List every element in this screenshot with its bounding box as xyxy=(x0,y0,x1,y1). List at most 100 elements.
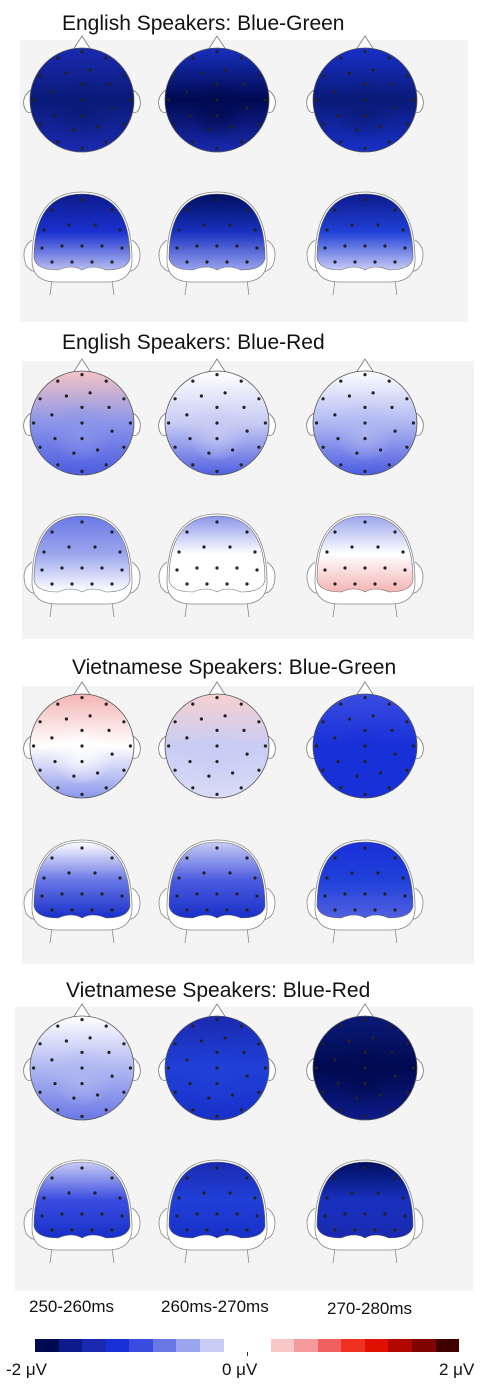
electrode-dot xyxy=(184,413,188,417)
electrode-dot xyxy=(39,1214,44,1218)
electrode-dot xyxy=(256,720,260,724)
electrode-dot xyxy=(230,125,234,129)
electrode-dot xyxy=(383,566,387,570)
electrode-dot xyxy=(117,876,122,880)
electrode-dot xyxy=(199,717,203,721)
electrode-dot xyxy=(92,1191,97,1195)
electrode-dot xyxy=(315,1066,319,1070)
electrode-dot xyxy=(223,68,227,72)
electrode-dot xyxy=(214,846,219,850)
electrode-dot xyxy=(31,421,35,425)
electrode-dot xyxy=(343,566,347,570)
topomap-back-view-s4-t2 xyxy=(158,1159,275,1263)
electrode-dot xyxy=(244,582,249,586)
electrode-dot xyxy=(393,260,397,264)
electrode-dot xyxy=(190,140,194,144)
colorbar-swatch xyxy=(435,1339,460,1352)
electrode-dot xyxy=(109,530,114,534)
electrode-dot xyxy=(393,106,397,110)
electrode-dot xyxy=(339,463,343,467)
electrode-dot xyxy=(49,260,54,264)
electrode-dot xyxy=(214,1114,219,1118)
electrode-dot xyxy=(363,696,367,700)
electrode-dot xyxy=(92,223,97,227)
electrode-dot xyxy=(41,1196,46,1200)
electrode-dot xyxy=(187,1082,192,1086)
electrode-dot xyxy=(393,1176,397,1180)
electrode-dot xyxy=(363,792,367,796)
electrode-dot xyxy=(49,1058,53,1062)
electrode-dot xyxy=(244,260,249,264)
electrode-dot xyxy=(110,752,114,756)
electrode-dot xyxy=(363,566,367,570)
electrode-dot xyxy=(363,146,367,150)
electrode-dot xyxy=(224,260,229,264)
electrode-dot xyxy=(31,1066,35,1070)
time-window-label-3: 270-280ms xyxy=(327,1299,413,1318)
electrode-dot xyxy=(343,1212,347,1216)
electrode-dot xyxy=(224,1228,229,1232)
topomap-top-view-s2-t3 xyxy=(306,358,424,476)
electrode-dot xyxy=(79,1018,84,1022)
electrode-dot xyxy=(411,1066,415,1070)
electrode-dot xyxy=(363,114,367,118)
electrode-dot xyxy=(325,228,329,232)
electrode-dot xyxy=(350,1191,354,1195)
electrode-dot xyxy=(403,246,407,250)
electrode-dot xyxy=(241,82,246,86)
electrode-dot xyxy=(227,545,232,549)
electrode-dot xyxy=(333,1058,337,1062)
electrode-dot xyxy=(227,871,232,875)
electrode-dot xyxy=(79,696,84,700)
electrode-dot xyxy=(393,1228,397,1232)
topomap-back-view-s2-t1 xyxy=(23,513,140,617)
electrode-dot xyxy=(363,892,367,896)
electrode-dot xyxy=(184,1058,188,1062)
electrode-dot xyxy=(245,106,249,110)
electrode-dot xyxy=(333,856,337,860)
topomap-top-view-s3-t2 xyxy=(157,681,276,799)
electrode-dot xyxy=(244,856,249,860)
electrode-dot xyxy=(379,771,383,775)
electrode-dot xyxy=(405,1090,409,1094)
electrode-dot xyxy=(199,1039,203,1043)
colorbar-swatch xyxy=(294,1339,318,1352)
electrode-dot xyxy=(49,90,53,94)
topomap-top-view-s1-t1 xyxy=(22,35,141,153)
electrode-dot xyxy=(323,246,327,250)
electrode-dot xyxy=(38,74,42,78)
electrode-dot xyxy=(214,114,219,118)
electrode-dot xyxy=(339,56,343,60)
electrode-dot xyxy=(204,1228,209,1232)
electrode-dot xyxy=(214,50,219,54)
electrode-dot xyxy=(371,1036,375,1040)
electrode-dot xyxy=(79,50,84,54)
electrode-dot xyxy=(405,74,409,78)
electrode-dot xyxy=(104,140,108,144)
electrode-dot xyxy=(214,198,219,202)
electrode-dot xyxy=(69,260,74,264)
electrode-dot xyxy=(49,530,54,534)
electrode-dot xyxy=(256,1090,260,1094)
electrode-dot xyxy=(244,1228,249,1232)
electrode-dot xyxy=(49,736,53,740)
electrode-dot xyxy=(95,448,99,452)
electrode-dot xyxy=(333,208,337,212)
electrode-dot xyxy=(104,786,108,790)
electrode-dot xyxy=(363,1166,367,1170)
electrode-dot xyxy=(41,550,46,554)
electrode-dot xyxy=(244,908,249,912)
electrode-dot xyxy=(363,50,367,54)
electrode-dot xyxy=(333,736,337,740)
electrode-dot xyxy=(121,1042,125,1046)
electrode-dot xyxy=(214,98,219,102)
electrode-dot xyxy=(321,1090,325,1094)
topomap-top-view-s2-t2 xyxy=(157,358,276,476)
electrode-dot xyxy=(256,122,260,126)
electrode-dot xyxy=(321,1042,325,1046)
electrode-dot xyxy=(263,744,267,748)
electrode-dot xyxy=(59,892,64,896)
electrode-dot xyxy=(333,260,337,264)
electrode-dot xyxy=(173,720,177,724)
electrode-dot xyxy=(59,566,64,570)
